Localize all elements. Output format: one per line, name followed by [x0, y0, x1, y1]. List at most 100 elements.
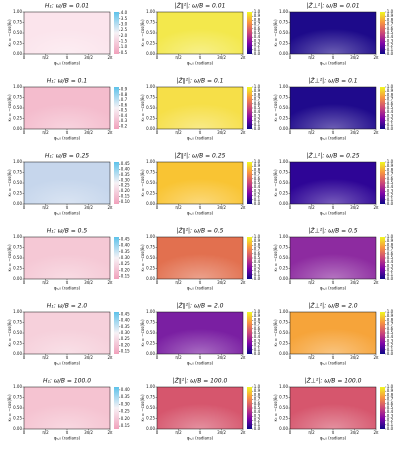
x-tick-label: 0 — [23, 55, 26, 60]
x-tick-label: π/2 — [175, 430, 182, 435]
colorbar-tick-label: 1.0 — [387, 234, 394, 239]
colorbar-tick-label: 0.4 — [254, 334, 261, 339]
colorbar-tick-label: 4.0 — [121, 10, 128, 15]
colorbar-tick-label: 0.2 — [387, 343, 394, 348]
colorbar-tick-label: 0.15 — [121, 274, 130, 279]
y-tick-label: 0.00 — [146, 276, 155, 281]
colorbar-tick-label: 0.40 — [121, 167, 130, 172]
y-tick-label: 0.25 — [146, 41, 155, 46]
x-tick-label: π/2 — [308, 130, 315, 135]
colorbar-tick-label: 0.5 — [254, 405, 261, 410]
x-tick-label: π — [332, 55, 335, 60]
colorbar — [247, 312, 252, 354]
colorbar-tick-label: 0.1 — [387, 197, 394, 202]
heatmap-shade — [157, 87, 243, 129]
colorbar-tick-label: 0.1 — [387, 47, 394, 52]
x-tick-label: 0 — [289, 205, 292, 210]
colorbar-tick-label: 1.0 — [121, 44, 128, 49]
y-tick-label: 0.50 — [279, 30, 288, 35]
colorbar-tick-label: 0.8 — [121, 92, 128, 97]
colorbar-tick-label: 0.7 — [254, 97, 261, 102]
colorbar-tick-label: 0.1 — [254, 47, 261, 52]
colorbar-tick-label: 0.3 — [254, 188, 261, 193]
y-tick-label: 1.00 — [13, 384, 22, 389]
y-tick-label: 0.75 — [13, 20, 22, 25]
panel-title: |Z̃⊥²|: ω/B = 2.0 — [308, 302, 357, 309]
x-tick-label: 3π/2 — [217, 130, 226, 135]
x-tick-label: π/2 — [308, 430, 315, 435]
y-tick-label: 0.00 — [279, 351, 288, 356]
x-tick-label: 0 — [289, 355, 292, 360]
y-axis-label: κ₀ = −cos(θ₀) — [273, 319, 278, 347]
colorbar-tick-label: 0.6 — [387, 251, 394, 256]
y-tick-label: 0.00 — [146, 201, 155, 206]
y-axis-label: κ₀ = −cos(θ₀) — [140, 394, 145, 422]
colorbar-tick-label: 0.0 — [387, 426, 394, 431]
y-tick-label: 0.50 — [279, 405, 288, 410]
colorbar-tick-label: 0.2 — [254, 43, 261, 48]
colorbar-tick-label: 0.4 — [387, 184, 394, 189]
colorbar-tick-label: 0.3 — [254, 113, 261, 118]
colorbar-tick-label: 0.25 — [121, 336, 130, 341]
y-tick-label: 0.25 — [279, 416, 288, 421]
x-tick-label: π/2 — [308, 205, 315, 210]
x-tick-label: 0 — [23, 430, 26, 435]
y-axis-label: κ₀ = −cos(θ₀) — [140, 244, 145, 272]
heatmap-shade — [157, 162, 243, 204]
colorbar — [114, 87, 119, 129]
x-tick-label: 0 — [23, 280, 26, 285]
y-axis-label: κ₀ = −cos(θ₀) — [140, 169, 145, 197]
panel: |Z̃⊥²|: ω/B = 100.0 0 π/2 π 3π/2 2π 0.00 0.25 0.… — [273, 377, 394, 440]
x-tick-label: π/2 — [42, 205, 49, 210]
colorbar-tick-label: 0.9 — [254, 388, 261, 393]
colorbar-tick-label: 0.3 — [387, 113, 394, 118]
colorbar-tick-label: 0.0 — [387, 126, 394, 131]
colorbar-tick-label: 0.40 — [121, 243, 130, 248]
y-axis-label: κ₀ = −cos(θ₀) — [140, 19, 145, 47]
x-tick-label: 3π/2 — [350, 430, 359, 435]
colorbar-tick-label: 0.9 — [254, 238, 261, 243]
heatmap-shade — [24, 387, 110, 429]
panel: |Z̃∥²|: ω/B = 0.10 π/2 π 3π/2 2π0.000.250.50… — [140, 77, 261, 140]
colorbar — [247, 237, 252, 279]
colorbar-tick-label: 0.6 — [387, 101, 394, 106]
y-tick-label: 0.00 — [279, 276, 288, 281]
colorbar-tick-label: 1.0 — [387, 309, 394, 314]
y-tick-label: 0.25 — [279, 41, 288, 46]
y-tick-label: 0.25 — [146, 191, 155, 196]
panel-title: H₁: ω/B = 0.5 — [47, 228, 88, 235]
colorbar — [114, 12, 119, 54]
y-tick-label: 0.00 — [13, 426, 22, 431]
colorbar-tick-label: 0.7 — [387, 97, 394, 102]
x-tick-label: 0 — [289, 430, 292, 435]
colorbar-tick-label: 0.0 — [254, 426, 261, 431]
colorbar-tick-label: 0.15 — [121, 423, 130, 428]
x-tick-label: 3π/2 — [350, 205, 359, 210]
colorbar-tick-label: 0.0 — [387, 201, 394, 206]
y-tick-label: 0.25 — [13, 116, 22, 121]
y-tick-label: 0.25 — [279, 191, 288, 196]
heatmap-shade — [157, 312, 243, 354]
colorbar-tick-label: 0.25 — [121, 183, 130, 188]
colorbar-tick-label: 0.9 — [254, 13, 261, 18]
colorbar-tick-label: 0.1 — [254, 422, 261, 427]
colorbar-tick-label: 0.6 — [121, 102, 128, 107]
colorbar-tick-label: 0.5 — [387, 330, 394, 335]
colorbar-tick-label: 0.3 — [387, 38, 394, 43]
y-axis-label: κ₀ = −cos(θ₀) — [7, 244, 12, 272]
colorbar-tick-label: 0.2 — [121, 123, 128, 128]
y-tick-label: 1.00 — [13, 9, 22, 14]
x-tick-label: π — [332, 280, 335, 285]
colorbar-tick-label: 0.7 — [121, 97, 128, 102]
x-tick-label: π/2 — [175, 55, 182, 60]
colorbar-tick-label: 0.40 — [121, 387, 130, 392]
x-axis-label: φₛ,₀ (radians) — [54, 436, 81, 441]
colorbar-tick-label: 0.2 — [387, 418, 394, 423]
colorbar-tick-label: 0.2 — [387, 43, 394, 48]
colorbar — [380, 237, 385, 279]
x-tick-label: π/2 — [175, 130, 182, 135]
colorbar-tick-label: 0.1 — [387, 122, 394, 127]
colorbar-tick-label: 0.3 — [254, 38, 261, 43]
colorbar-tick-label: 0.1 — [387, 422, 394, 427]
